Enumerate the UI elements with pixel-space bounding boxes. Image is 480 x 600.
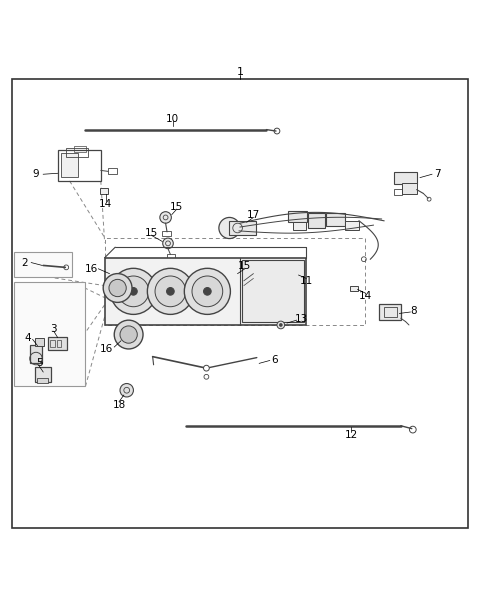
Text: 14: 14: [359, 291, 372, 301]
Circle shape: [114, 320, 143, 349]
Text: 15: 15: [144, 228, 158, 238]
Text: 8: 8: [410, 305, 417, 316]
Bar: [105, 258, 306, 325]
Text: 16: 16: [100, 344, 113, 354]
Circle shape: [118, 276, 149, 307]
Bar: [345, 221, 359, 230]
Circle shape: [130, 287, 137, 295]
Bar: [14, 282, 85, 386]
Bar: [30, 345, 42, 364]
Text: 10: 10: [166, 113, 180, 124]
Bar: [14, 252, 72, 277]
Bar: [229, 221, 256, 235]
Bar: [384, 307, 397, 317]
Bar: [35, 338, 44, 346]
Text: 15: 15: [170, 202, 183, 212]
Text: 3: 3: [50, 324, 57, 334]
Circle shape: [163, 238, 173, 248]
Text: 2: 2: [22, 257, 28, 268]
Bar: [350, 286, 358, 292]
Circle shape: [167, 287, 174, 295]
Text: 12: 12: [345, 430, 358, 440]
Text: 16: 16: [84, 264, 98, 274]
Bar: [66, 148, 88, 157]
Text: 5: 5: [36, 358, 43, 368]
Text: 11: 11: [300, 276, 313, 286]
Bar: [162, 231, 171, 236]
Bar: [100, 188, 108, 194]
Circle shape: [160, 212, 171, 223]
Bar: [167, 254, 175, 258]
Text: 4: 4: [24, 334, 31, 343]
Bar: [37, 378, 48, 383]
Bar: [74, 146, 86, 152]
Bar: [242, 260, 304, 322]
Circle shape: [120, 383, 133, 397]
Bar: [394, 172, 417, 184]
Bar: [379, 304, 401, 320]
Text: 14: 14: [99, 199, 112, 209]
Bar: [108, 168, 117, 174]
Text: 17: 17: [247, 209, 260, 220]
Bar: [308, 212, 325, 228]
Circle shape: [103, 274, 132, 302]
Text: 9: 9: [33, 169, 39, 179]
Circle shape: [219, 217, 240, 239]
Circle shape: [204, 365, 209, 371]
Text: 7: 7: [434, 169, 441, 179]
Circle shape: [120, 326, 137, 343]
Circle shape: [147, 268, 193, 314]
Text: 18: 18: [112, 400, 126, 410]
Text: 6: 6: [271, 355, 278, 365]
Circle shape: [192, 276, 223, 307]
Circle shape: [227, 272, 236, 282]
Circle shape: [109, 280, 126, 296]
Bar: [50, 340, 55, 347]
Bar: [402, 183, 417, 194]
Circle shape: [279, 323, 282, 326]
Text: 15: 15: [238, 262, 252, 271]
Bar: [288, 211, 307, 222]
Bar: [61, 153, 78, 177]
Bar: [326, 213, 345, 226]
Bar: [35, 367, 51, 382]
Bar: [57, 340, 61, 347]
Bar: [394, 188, 402, 196]
Circle shape: [204, 287, 211, 295]
Circle shape: [184, 268, 230, 314]
Circle shape: [155, 276, 186, 307]
Bar: [58, 150, 101, 181]
Text: 13: 13: [295, 314, 308, 324]
Text: 1: 1: [237, 67, 243, 77]
Circle shape: [277, 321, 285, 329]
Bar: [48, 337, 67, 350]
Circle shape: [110, 268, 156, 314]
Bar: [293, 222, 306, 230]
